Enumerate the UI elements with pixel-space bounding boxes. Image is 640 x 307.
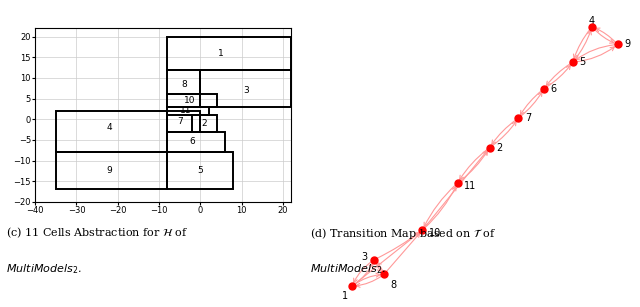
Bar — [56, 111, 167, 152]
Bar — [167, 37, 291, 70]
Text: 3: 3 — [243, 86, 249, 95]
Text: 11: 11 — [464, 181, 476, 191]
Text: 11: 11 — [180, 107, 191, 115]
Text: 1: 1 — [342, 291, 349, 301]
Bar — [167, 152, 234, 189]
Text: 5: 5 — [198, 166, 204, 175]
Text: 9: 9 — [107, 166, 113, 175]
Bar — [200, 70, 291, 107]
Bar — [167, 132, 225, 152]
Text: 10: 10 — [184, 96, 196, 105]
Text: $\mathit{MultiModels}_2$.: $\mathit{MultiModels}_2$. — [310, 262, 387, 276]
Text: (d) Transition Map based on $\mathcal{T}$ of: (d) Transition Map based on $\mathcal{T}… — [310, 226, 497, 241]
Bar — [192, 115, 217, 132]
Text: 2: 2 — [202, 119, 207, 128]
Text: (c) 11 Cells Abstraction for $\mathcal{H}$ of: (c) 11 Cells Abstraction for $\mathcal{H… — [6, 226, 189, 240]
Text: 10: 10 — [429, 228, 441, 238]
Text: 2: 2 — [496, 143, 502, 153]
Text: 9: 9 — [624, 40, 630, 49]
Text: 8: 8 — [390, 280, 397, 290]
Text: 3: 3 — [362, 252, 368, 262]
Text: 4: 4 — [107, 123, 113, 132]
Text: 6: 6 — [550, 84, 557, 94]
Bar — [167, 70, 200, 95]
Bar — [167, 95, 217, 107]
Text: 7: 7 — [525, 113, 531, 123]
Bar — [167, 111, 200, 132]
Text: 8: 8 — [181, 80, 187, 89]
Text: 4: 4 — [589, 16, 595, 26]
Text: 6: 6 — [189, 138, 195, 146]
Text: 7: 7 — [177, 117, 182, 126]
Text: 5: 5 — [579, 57, 586, 67]
Bar — [167, 107, 209, 115]
Text: $\mathit{MultiModels}_2$.: $\mathit{MultiModels}_2$. — [6, 262, 83, 276]
Bar — [56, 152, 167, 189]
Text: 1: 1 — [218, 49, 224, 58]
